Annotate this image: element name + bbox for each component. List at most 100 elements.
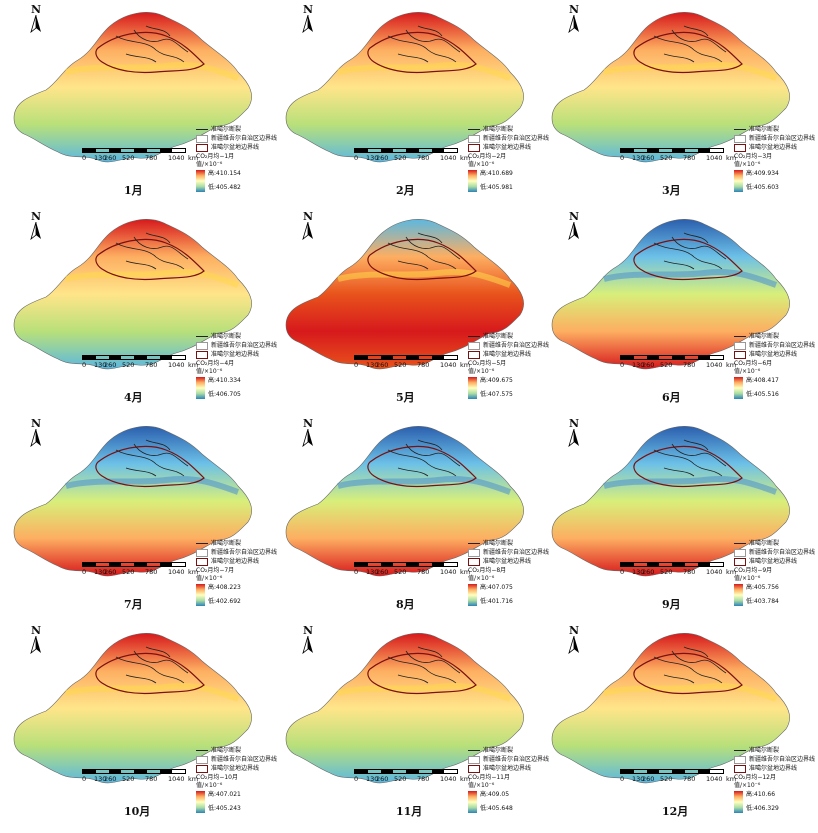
xinjiang-region	[13, 12, 252, 163]
legend-fault: 准噶尔断裂	[196, 746, 280, 755]
scale-tick-label: 0	[620, 568, 625, 576]
series-title-text: CO₂月均−4月	[196, 360, 235, 367]
high-value: 高:405.756	[746, 584, 779, 591]
color-ramp-row: 高:410.334 低:406.705	[196, 377, 280, 399]
north-arrow: N	[26, 211, 46, 244]
xinjiang-region	[13, 219, 252, 370]
basin-box-symbol	[196, 764, 208, 773]
scale-tick-label: 260	[104, 568, 117, 576]
low-value: 低:405.482	[208, 184, 241, 191]
legend-unit: 值/×10⁻⁶	[734, 368, 761, 375]
legend-unit: 值/×10⁻⁶	[468, 575, 495, 582]
color-ramp	[196, 584, 205, 606]
fault-line-1	[387, 242, 457, 270]
boundary-box-symbol	[196, 134, 208, 143]
color-ramp	[196, 377, 205, 399]
legend-fault: 准噶尔断裂	[468, 539, 552, 548]
legend-fault-label: 准噶尔断裂	[749, 539, 780, 547]
fault-line-2	[405, 650, 461, 674]
xinjiang-map	[13, 633, 252, 784]
scale-tick-label: 0	[82, 154, 87, 162]
fault-line-3	[663, 25, 709, 63]
month-map-panel-7: N 0 130 260 520 780 1040 km 准噶尔断裂 新疆维吾尔自治区边界线	[6, 414, 277, 619]
legend-basin-boundary: 准噶尔盆地边界线	[468, 764, 552, 773]
month-label: 7月	[124, 598, 143, 611]
xinjiang-map	[551, 633, 790, 784]
low-value: 低:401.716	[480, 598, 513, 605]
month-label: 3月	[662, 184, 681, 197]
fault-line-2	[671, 236, 727, 260]
legend-xinjiang-label: 新疆维吾尔自治区边界线	[749, 755, 816, 763]
scale-unit: km	[188, 154, 199, 162]
legend-basin-label: 准噶尔盆地边界线	[483, 350, 532, 358]
scale-bar: 0 130 260 520 780 1040 km	[354, 148, 474, 162]
scale-tick-label: 780	[683, 775, 696, 783]
legend-fault-label: 准噶尔断裂	[211, 332, 242, 340]
xinjiang-region	[551, 12, 790, 163]
scale-tick-label: 0	[620, 361, 625, 369]
month-map-panel-12: N 0 130 260 520 780 1040 km 准噶尔断裂 新疆维吾尔自治区边界线	[544, 621, 815, 826]
legend-xinjiang-label: 新疆维吾尔自治区边界线	[749, 548, 816, 556]
ramp-values: 高:410.154 低:405.482	[208, 170, 241, 192]
legend-fault: 准噶尔断裂	[468, 125, 552, 134]
legend-basin-label: 准噶尔盆地边界线	[483, 143, 532, 151]
legend-basin-boundary: 准噶尔盆地边界线	[468, 557, 552, 566]
color-ramp	[468, 377, 477, 399]
fault-line-symbol	[196, 129, 208, 130]
legend-basin-label: 准噶尔盆地边界线	[749, 764, 798, 772]
tianshan-band	[603, 61, 778, 81]
scale-tick-label: 0	[354, 775, 359, 783]
scale-tick-label: 260	[376, 361, 389, 369]
legend-basin-label: 准噶尔盆地边界线	[211, 350, 260, 358]
fault-line-1	[115, 449, 185, 477]
north-arrow-icon	[568, 635, 579, 655]
month-map-panel-1: N 0 130 260 520 780 1040 km 准噶尔断裂 新疆维吾尔自治区边界线	[6, 0, 277, 205]
legend-fault-label: 准噶尔断裂	[483, 539, 514, 547]
tianshan-band	[337, 682, 512, 702]
fault-line-3	[125, 232, 171, 270]
north-label: N	[30, 417, 42, 430]
scale-tick-label: 780	[683, 568, 696, 576]
scale-tick-label: 130	[94, 361, 107, 369]
legend-xinjiang-label: 新疆维吾尔自治区边界线	[211, 755, 278, 763]
legend-basin-boundary: 准噶尔盆地边界线	[196, 143, 280, 152]
legend-fault: 准噶尔断裂	[196, 125, 280, 134]
color-ramp	[734, 377, 743, 399]
high-value: 高:410.334	[208, 377, 241, 384]
fault-line-symbol	[734, 129, 746, 130]
ramp-values: 高:409.05 低:405.648	[480, 791, 513, 813]
scale-tick-label: 780	[417, 568, 430, 576]
low-value: 低:405.648	[480, 805, 513, 812]
fault-line-symbol	[468, 336, 480, 337]
basin-boundary-line	[367, 31, 477, 74]
scale-tick-label: 0	[620, 154, 625, 162]
scale-unit: km	[726, 361, 737, 369]
scale-bar: 0 130 260 520 780 1040 km	[620, 148, 740, 162]
color-ramp	[468, 791, 477, 813]
legend-xinjiang-label: 新疆维吾尔自治区边界线	[483, 134, 550, 142]
map-legend: 准噶尔断裂 新疆维吾尔自治区边界线 准噶尔盆地边界线 CO₂月均−7月 值/×1…	[196, 539, 280, 606]
scale-tick-label: 1040	[440, 154, 457, 162]
scale-bar: 0 130 260 520 780 1040 km	[82, 769, 202, 783]
fault-line-3	[397, 439, 443, 477]
month-label: 9月	[662, 598, 681, 611]
fault-line-1	[115, 242, 185, 270]
fault-line-2	[133, 236, 189, 260]
fault-line-2	[133, 29, 189, 53]
scale-tick-label: 780	[145, 568, 158, 576]
color-ramp-row: 高:405.756 低:403.784	[734, 584, 818, 606]
scale-tick-label: 1040	[706, 568, 723, 576]
scale-tick-label: 1040	[168, 775, 185, 783]
month-map-panel-8: N 0 130 260 520 780 1040 km 准噶尔断裂 新疆维吾尔自治区边界线	[278, 414, 549, 619]
fault-line-3	[125, 646, 171, 684]
fault-line-symbol	[468, 750, 480, 751]
fault-line-1	[387, 35, 457, 63]
low-value: 低:407.575	[480, 391, 513, 398]
basin-box-symbol	[196, 557, 208, 566]
fault-line-3	[663, 439, 709, 477]
color-ramp	[196, 791, 205, 813]
color-ramp	[734, 791, 743, 813]
month-label: 2月	[396, 184, 415, 197]
fault-line-3	[397, 232, 443, 270]
low-value: 低:405.981	[480, 184, 513, 191]
